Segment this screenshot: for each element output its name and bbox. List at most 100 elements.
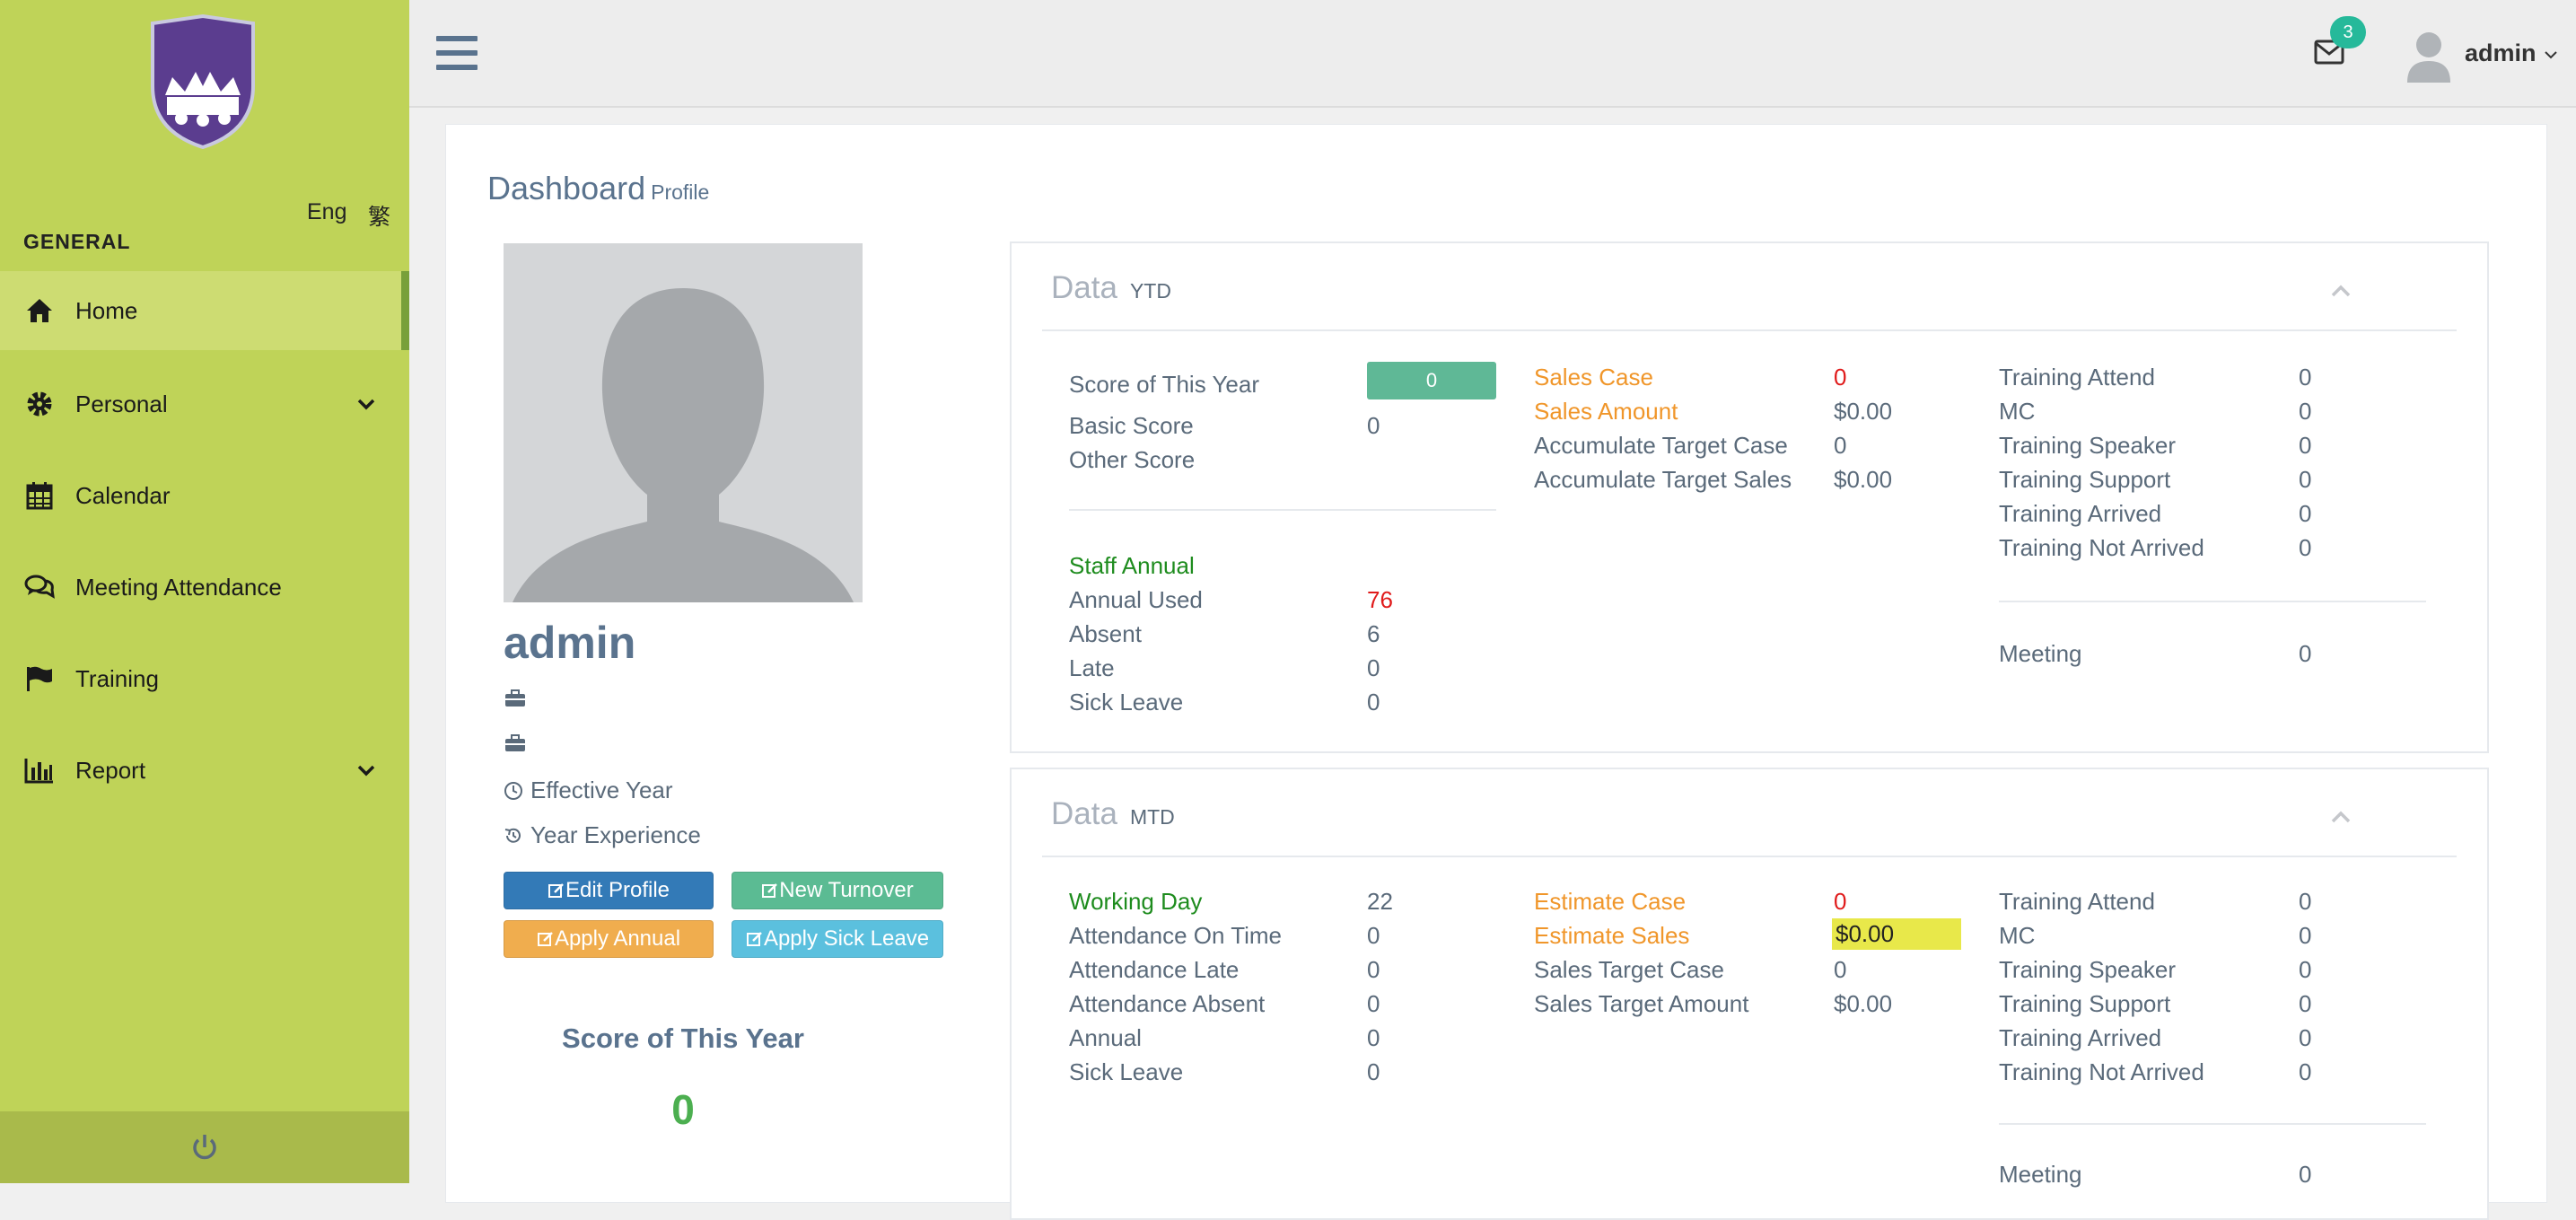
ytd-absent-value: 6 xyxy=(1367,620,1380,647)
ytd-meeting-label: Meeting xyxy=(1999,640,2082,667)
effective-year-label: Effective Year xyxy=(530,777,673,803)
new-turnover-label: New Turnover xyxy=(779,878,914,902)
agency-logo[interactable] xyxy=(145,14,260,149)
mtd-col3-separator xyxy=(1999,1123,2426,1125)
mtd-attendance-late-value: 0 xyxy=(1367,956,1380,983)
ytd-col1-separator xyxy=(1069,509,1496,511)
ytd-annual-used-value: 76 xyxy=(1367,586,1393,613)
ytd-meeting-value: 0 xyxy=(2299,640,2312,667)
user-menu[interactable]: admin xyxy=(2465,39,2559,67)
ytd-absent-label: Absent xyxy=(1069,620,1142,647)
mtd-training-not-arrived-label: Training Not Arrived xyxy=(1999,1058,2204,1085)
sidebar-item-home[interactable]: Home xyxy=(0,271,409,350)
mtd-mc-value: 0 xyxy=(2299,922,2312,949)
sidebar-item-label: Meeting Attendance xyxy=(75,573,282,601)
chevron-down-icon xyxy=(357,765,375,777)
sidebar-item-personal[interactable]: Personal xyxy=(0,364,409,443)
sidebar-item-label: Report xyxy=(75,756,146,784)
ytd-sick-leave-label: Sick Leave xyxy=(1069,689,1184,715)
sidebar-item-calendar[interactable]: Calendar xyxy=(0,456,409,535)
username: admin xyxy=(2465,39,2537,66)
ytd-title-text: Data xyxy=(1051,270,1117,305)
ytd-training-support-label: Training Support xyxy=(1999,466,2171,493)
mtd-sales-target-case-value: 0 xyxy=(1834,956,1847,983)
mtd-panel-title: Data MTD xyxy=(1051,796,1175,832)
new-turnover-button[interactable]: New Turnover xyxy=(732,872,943,909)
mtd-estimate-sales-value: $0.00 xyxy=(1832,918,1961,950)
person-silhouette-icon xyxy=(504,243,863,602)
clock-icon xyxy=(504,781,522,800)
collapse-chevron-up-icon[interactable] xyxy=(2327,277,2354,304)
ytd-accum-target-sales-label: Accumulate Target Sales xyxy=(1534,466,1792,493)
page-title-text: Dashboard xyxy=(487,170,646,206)
mtd-meeting-label: Meeting xyxy=(1999,1161,2082,1188)
ytd-sick-leave-value: 0 xyxy=(1367,689,1380,715)
mtd-working-day-label: Working Day xyxy=(1069,888,1203,915)
home-icon xyxy=(23,294,56,327)
power-icon[interactable] xyxy=(189,1132,220,1163)
user-avatar-icon[interactable] xyxy=(2402,27,2456,83)
mtd-training-speaker-label: Training Speaker xyxy=(1999,956,2177,983)
ytd-sales-amount-value: $0.00 xyxy=(1834,398,1893,425)
ytd-basic-score-value: 0 xyxy=(1367,412,1380,439)
flag-icon xyxy=(23,663,56,695)
ytd-training-attend-value: 0 xyxy=(2299,364,2312,391)
ytd-training-arrived-value: 0 xyxy=(2299,500,2312,527)
ytd-accum-target-sales-value: $0.00 xyxy=(1834,466,1893,493)
mtd-title-text: Data xyxy=(1051,796,1117,831)
ytd-mc-label: MC xyxy=(1999,398,2036,425)
lang-english[interactable]: Eng xyxy=(307,199,347,224)
mtd-meeting-value: 0 xyxy=(2299,1161,2312,1188)
mtd-sales-target-case-label: Sales Target Case xyxy=(1534,956,1724,983)
profile-avatar xyxy=(504,243,863,602)
score-of-year-value: 0 xyxy=(671,1086,695,1133)
profile-position-line xyxy=(504,689,527,708)
ytd-score-badge: 0 xyxy=(1367,362,1496,399)
ytd-late-value: 0 xyxy=(1367,654,1380,681)
ytd-training-speaker-label: Training Speaker xyxy=(1999,432,2177,459)
ytd-mc-value: 0 xyxy=(2299,398,2312,425)
mtd-attendance-absent-value: 0 xyxy=(1367,990,1380,1017)
edit-icon xyxy=(537,932,553,946)
edit-icon xyxy=(746,932,762,946)
ytd-sales-case-label: Sales Case xyxy=(1534,364,1653,391)
ytd-score-label: Score of This Year xyxy=(1069,371,1259,398)
sidebar-item-training[interactable]: Training xyxy=(0,639,409,718)
edit-profile-button[interactable]: Edit Profile xyxy=(504,872,714,909)
sidebar: Eng 繁 GENERAL Home Personal Calendar Mee… xyxy=(0,0,409,1183)
chevron-down-icon xyxy=(357,399,375,410)
mtd-training-speaker-value: 0 xyxy=(2299,956,2312,983)
edit-icon xyxy=(762,883,778,898)
collapse-chevron-up-icon[interactable] xyxy=(2327,803,2354,830)
chevron-down-icon xyxy=(2545,51,2557,59)
ytd-col3-separator xyxy=(1999,601,2426,602)
apply-sick-leave-label: Apply Sick Leave xyxy=(763,926,930,951)
menu-toggle-icon[interactable] xyxy=(436,34,478,72)
mtd-attendance-on-time-value: 0 xyxy=(1367,922,1380,949)
mtd-attendance-absent-label: Attendance Absent xyxy=(1069,990,1266,1017)
ytd-other-score-label: Other Score xyxy=(1069,446,1196,473)
mtd-divider xyxy=(1042,856,2457,857)
apply-sick-leave-button[interactable]: Apply Sick Leave xyxy=(732,920,943,958)
mtd-sick-leave-label: Sick Leave xyxy=(1069,1058,1184,1085)
sidebar-item-label: Calendar xyxy=(75,481,171,509)
briefcase-icon xyxy=(505,734,525,751)
mtd-annual-value: 0 xyxy=(1367,1024,1380,1051)
sidebar-footer xyxy=(0,1111,409,1183)
mtd-training-attend-value: 0 xyxy=(2299,888,2312,915)
mtd-estimate-case-value: 0 xyxy=(1834,888,1847,915)
apply-annual-button[interactable]: Apply Annual xyxy=(504,920,714,958)
ytd-training-support-value: 0 xyxy=(2299,466,2312,493)
profile-department-line xyxy=(504,733,527,753)
ytd-training-not-arrived-value: 0 xyxy=(2299,534,2312,561)
lang-chinese[interactable]: 繁 xyxy=(368,205,391,230)
mtd-sales-target-amount-value: $0.00 xyxy=(1834,990,1893,1017)
briefcase-icon xyxy=(505,689,525,707)
mtd-data-panel: Data MTD Working Day 22 Attendance On Tim… xyxy=(1010,768,2489,1220)
sidebar-item-report[interactable]: Report xyxy=(0,731,409,810)
edit-icon xyxy=(548,883,564,898)
sidebar-item-meeting-attendance[interactable]: Meeting Attendance xyxy=(0,548,409,627)
mtd-estimate-sales-label: Estimate Sales xyxy=(1534,922,1690,949)
gear-icon xyxy=(23,388,56,420)
profile-name: admin xyxy=(504,618,636,668)
